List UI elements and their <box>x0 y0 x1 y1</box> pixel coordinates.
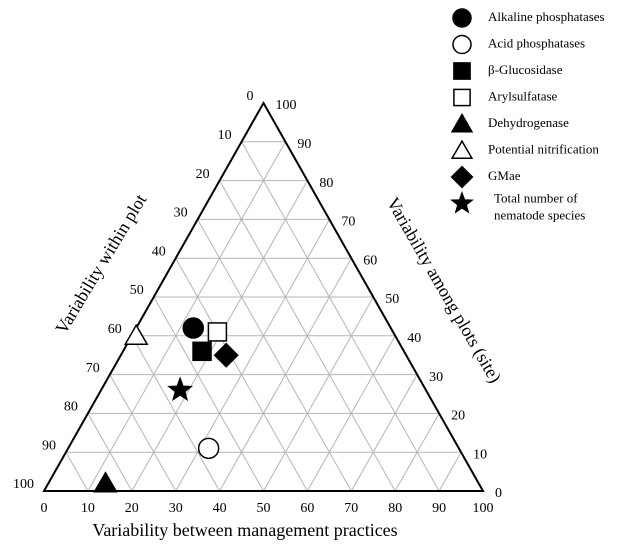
left-tick-label: 80 <box>64 400 78 415</box>
legend-label: Potential nitrification <box>488 141 599 156</box>
data-point <box>93 471 118 493</box>
right-tick-label: 30 <box>429 370 443 385</box>
grid-line <box>131 335 221 492</box>
right-tick-label: 70 <box>341 215 355 230</box>
left-tick-label: 100 <box>13 477 34 492</box>
chart-gridlines <box>65 141 462 492</box>
right-tick-label: 40 <box>407 331 421 346</box>
left-tick-label: 20 <box>196 167 210 182</box>
left-tick-label: 10 <box>218 128 232 143</box>
tick-labels: 0 10 20 30 40 50 60 70 80 90 100010203040506070809… <box>13 89 502 516</box>
legend-label: GMae <box>488 168 521 183</box>
data-point <box>192 341 212 362</box>
left-axis-title: Variability within plot <box>51 191 150 338</box>
grid-line <box>87 141 286 492</box>
right-axis-title: Variability among plots (site) <box>382 194 505 387</box>
legend-label: Arylsulfatase <box>488 88 558 103</box>
bottom-tick-label: 70 <box>344 501 358 516</box>
data-point <box>207 322 228 342</box>
right-tick-label: 50 <box>385 292 399 307</box>
legend-label: Dehydrogenase <box>488 115 569 130</box>
legend-marker <box>450 139 474 159</box>
data-point <box>197 437 220 460</box>
grid-line <box>197 219 352 492</box>
legend-label: Acid phosphatases <box>488 35 585 50</box>
left-tick-label: 0 <box>247 89 254 104</box>
grid-line <box>87 413 133 492</box>
legend-marker <box>453 88 471 107</box>
legend-marker <box>450 112 474 133</box>
left-tick-label: 90 <box>42 438 56 453</box>
right-tick-label: 0 <box>495 486 502 501</box>
grid-line <box>306 335 396 492</box>
left-tick-label: 50 <box>130 283 144 298</box>
bottom-tick-label: 60 <box>300 501 314 516</box>
right-tick-label: 90 <box>297 137 311 152</box>
right-tick-label: 20 <box>451 409 465 424</box>
data-point <box>182 317 205 339</box>
grid-line <box>263 296 374 492</box>
legend: Alkaline phosphatases Acid phosphatases β-… <box>450 8 605 222</box>
data-point <box>123 323 149 346</box>
right-tick-label: 80 <box>319 176 333 191</box>
right-tick-label: 60 <box>363 253 377 268</box>
legend-label: nematode species <box>494 207 585 222</box>
legend-marker <box>452 34 472 55</box>
legend-marker <box>453 62 471 80</box>
right-tick-label: 10 <box>473 447 487 462</box>
triangle-outline <box>42 100 485 492</box>
grid-line <box>109 374 177 492</box>
legend-marker <box>452 8 472 28</box>
bottom-tick-label: 50 <box>257 501 271 516</box>
bottom-tick-label: 20 <box>125 501 139 516</box>
bottom-tick-label: 80 <box>388 501 402 516</box>
bottom-tick-label: 0 <box>41 501 48 516</box>
legend-label: Total number of <box>494 190 578 205</box>
triangle-frame <box>42 100 485 492</box>
data-point <box>167 376 194 402</box>
bottom-tick-label: 30 <box>169 501 183 516</box>
right-tick-label: 100 <box>276 98 297 113</box>
grid-line <box>241 141 440 492</box>
legend-marker <box>450 191 474 214</box>
bottom-tick-label: 100 <box>473 501 494 516</box>
left-tick-label: 30 <box>174 206 188 221</box>
bottom-tick-label: 40 <box>213 501 227 516</box>
data-point <box>213 342 239 368</box>
left-tick-label: 70 <box>86 361 100 376</box>
left-tick-label: 40 <box>152 244 166 259</box>
bottom-axis-title: Variability between management practices <box>92 520 397 540</box>
legend-marker <box>450 165 474 189</box>
grid-line <box>153 296 264 492</box>
grid-line <box>438 451 462 492</box>
grid-line <box>350 374 418 492</box>
grid-line <box>394 413 440 492</box>
bottom-tick-label: 90 <box>432 501 446 516</box>
bottom-tick-label: 10 <box>81 501 95 516</box>
grid-line <box>65 451 89 492</box>
left-tick-label: 60 <box>108 322 122 337</box>
legend-label: Alkaline phosphatases <box>488 9 605 24</box>
data-points <box>93 317 239 493</box>
legend-label: β-Glucosidase <box>488 62 563 77</box>
